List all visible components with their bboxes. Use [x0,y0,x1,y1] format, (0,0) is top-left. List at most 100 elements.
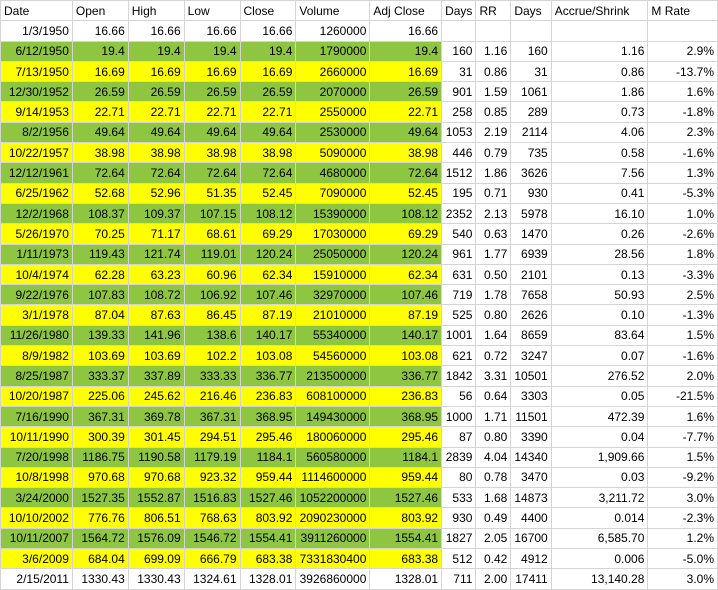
cell-open[interactable]: 367.31 [71,405,129,428]
cell-low[interactable]: 106.92 [183,284,241,306]
cell-adj-close[interactable]: 72.64 [369,162,443,184]
cell-volume[interactable]: 2070000 [295,81,371,103]
cell-rr[interactable]: 1.68 [475,487,512,509]
cell-days-cumulative[interactable]: 160 [510,40,552,62]
cell-m-rate[interactable]: -2.6% [647,223,718,245]
header-rr[interactable]: RR [475,0,512,22]
cell-open[interactable]: 19.4 [71,40,129,62]
cell-high[interactable]: 26.59 [127,81,185,103]
cell-date[interactable]: 1/11/1973 [0,243,73,265]
cell-open[interactable]: 26.59 [71,81,129,103]
cell-low[interactable]: 19.4 [183,40,241,62]
cell-accrue-shrink[interactable]: 13,140.28 [550,568,649,590]
cell-days-cumulative[interactable]: 930 [510,182,552,204]
cell-accrue-shrink[interactable]: 0.014 [550,507,649,529]
cell-days[interactable]: 621 [441,345,477,367]
cell-open[interactable]: 1527.35 [71,487,129,509]
cell-date[interactable]: 3/6/2009 [0,548,73,570]
cell-days-cumulative[interactable]: 7658 [510,284,552,306]
cell-m-rate[interactable]: -21.5% [647,385,718,407]
cell-accrue-shrink[interactable]: 0.03 [550,466,649,489]
cell-days-cumulative[interactable]: 6939 [510,243,552,265]
cell-rr[interactable]: 1.71 [475,405,512,428]
cell-date[interactable]: 9/14/1953 [0,101,73,123]
cell-open[interactable]: 1564.72 [71,527,129,550]
cell-volume[interactable]: 25050000 [295,243,371,265]
cell-accrue-shrink[interactable]: 1.16 [550,40,649,62]
cell-date[interactable]: 6/12/1950 [0,40,73,62]
cell-close[interactable]: 38.98 [239,142,297,164]
cell-open[interactable]: 776.76 [71,507,129,529]
cell-adj-close[interactable]: 49.64 [369,121,443,144]
cell-adj-close[interactable]: 69.29 [369,223,443,245]
cell-date[interactable]: 7/20/1998 [0,446,73,468]
header-days[interactable]: Days [441,0,477,22]
cell-high[interactable]: 103.69 [127,345,185,367]
cell-low[interactable]: 1324.61 [183,568,241,590]
cell-days-cumulative[interactable]: 11501 [510,405,552,428]
cell-low[interactable]: 60.96 [183,263,241,286]
cell-rr[interactable]: 2.00 [475,568,512,590]
cell-days-cumulative[interactable]: 17411 [510,568,552,590]
cell-m-rate[interactable]: 1.5% [647,446,718,468]
cell-low[interactable]: 294.51 [183,426,241,448]
cell-high[interactable]: 16.66 [127,20,185,42]
cell-close[interactable]: 1328.01 [239,568,297,590]
cell-m-rate[interactable]: -5.3% [647,182,718,204]
cell-date[interactable]: 7/13/1950 [0,60,73,83]
cell-accrue-shrink[interactable]: 0.05 [550,385,649,407]
header-adj-close[interactable]: Adj Close [369,0,443,22]
cell-high[interactable]: 87.63 [127,304,185,326]
cell-open[interactable]: 52.68 [71,182,129,204]
cell-close[interactable]: 19.4 [239,40,297,62]
header-close[interactable]: Close [239,0,297,22]
cell-m-rate[interactable]: -9.2% [647,466,718,489]
cell-low[interactable]: 72.64 [183,162,241,184]
cell-days-cumulative[interactable]: 14340 [510,446,552,468]
cell-m-rate[interactable]: -1.6% [647,142,718,164]
cell-adj-close[interactable]: 62.34 [369,263,443,286]
cell-high[interactable]: 699.09 [127,548,185,570]
cell-days[interactable]: 87 [441,426,477,448]
cell-open[interactable]: 49.64 [71,121,129,144]
cell-accrue-shrink[interactable]: 472.39 [550,405,649,428]
cell-volume[interactable]: 17030000 [295,223,371,245]
cell-days-cumulative[interactable]: 735 [510,142,552,164]
cell-close[interactable]: 72.64 [239,162,297,184]
cell-low[interactable]: 22.71 [183,101,241,123]
cell-rr[interactable]: 0.63 [475,223,512,245]
cell-rr[interactable]: 3.31 [475,365,512,387]
cell-days-cumulative[interactable]: 289 [510,101,552,123]
cell-rr[interactable]: 0.80 [475,304,512,326]
cell-close[interactable]: 62.34 [239,263,297,286]
cell-date[interactable]: 6/25/1962 [0,182,73,204]
cell-days[interactable]: 2352 [441,202,477,225]
cell-close[interactable]: 69.29 [239,223,297,245]
cell-accrue-shrink[interactable] [550,20,649,42]
cell-days[interactable]: 711 [441,568,477,590]
cell-open[interactable]: 62.28 [71,263,129,286]
header-days-cumulative[interactable]: Days [510,0,552,22]
cell-volume[interactable]: 1052200000 [295,487,371,509]
cell-close[interactable]: 959.44 [239,466,297,489]
cell-m-rate[interactable]: 1.2% [647,527,718,550]
cell-high[interactable]: 108.72 [127,284,185,306]
cell-accrue-shrink[interactable]: 3,211.72 [550,487,649,509]
cell-m-rate[interactable]: 2.3% [647,121,718,144]
cell-high[interactable]: 337.89 [127,365,185,387]
cell-days-cumulative[interactable]: 3303 [510,385,552,407]
cell-days-cumulative[interactable]: 3247 [510,345,552,367]
cell-low[interactable]: 86.45 [183,304,241,326]
cell-days-cumulative[interactable]: 2626 [510,304,552,326]
header-accrue-shrink[interactable]: Accrue/Shrink [550,0,649,22]
cell-close[interactable]: 22.71 [239,101,297,123]
cell-days[interactable]: 80 [441,466,477,489]
cell-rr[interactable]: 1.59 [475,81,512,103]
cell-volume[interactable]: 3911260000 [295,527,371,550]
cell-low[interactable]: 38.98 [183,142,241,164]
cell-m-rate[interactable]: -5.0% [647,548,718,570]
cell-volume[interactable]: 1790000 [295,40,371,62]
cell-open[interactable]: 22.71 [71,101,129,123]
cell-rr[interactable]: 0.71 [475,182,512,204]
cell-days[interactable]: 446 [441,142,477,164]
